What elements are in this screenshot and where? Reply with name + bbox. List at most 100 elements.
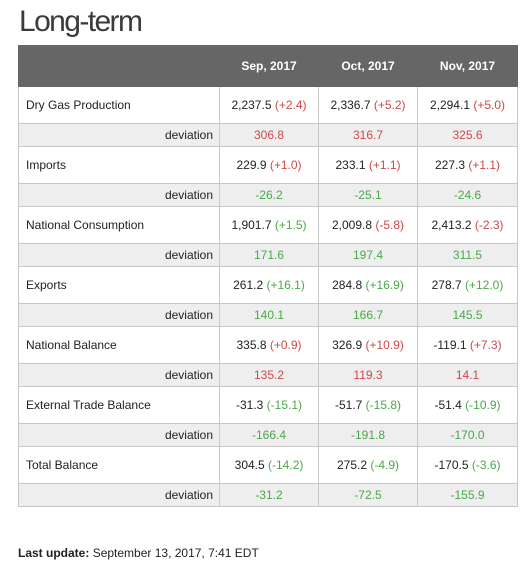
- value-cell: 2,009.8 (-5.8): [318, 206, 418, 244]
- header-cell-nov-2017: Nov, 2017: [417, 45, 518, 87]
- table-row: National Balance 335.8 (+0.9) 326.9 (+10.9…: [18, 326, 518, 364]
- value-number: -51.4: [434, 398, 462, 412]
- value-cell: 335.8 (+0.9): [219, 326, 319, 364]
- value-number: 284.8: [332, 278, 363, 292]
- deviation-value: 135.2: [219, 363, 319, 387]
- deviation-value: -24.6: [417, 183, 518, 207]
- value-cell: 233.1 (+1.1): [318, 146, 418, 184]
- value-number: 2,336.7: [330, 98, 371, 112]
- value-cell: -119.1 (+7.3): [417, 326, 518, 364]
- deviation-row: deviation 171.6 197.4 311.5: [18, 243, 518, 267]
- value-cell: -51.4 (-10.9): [417, 386, 518, 424]
- header-cell-sep-2017: Sep, 2017: [219, 45, 319, 87]
- value-number: 2,294.1: [429, 98, 470, 112]
- row-label: Imports: [18, 146, 220, 184]
- deviation-value: 119.3: [318, 363, 418, 387]
- deviation-row: deviation -166.4 -191.8 -170.0: [18, 423, 518, 447]
- page-title: Long-term: [19, 5, 143, 38]
- deviation-value: -72.5: [318, 483, 418, 507]
- value-cell: 227.3 (+1.1): [417, 146, 518, 184]
- value-cell: -31.3 (-15.1): [219, 386, 319, 424]
- last-update-label: Last update:: [18, 546, 90, 560]
- value-number: 2,413.2: [431, 218, 472, 232]
- value-change: (+5.0): [473, 98, 506, 112]
- table-header-row: Sep, 2017 Oct, 2017 Nov, 2017: [18, 45, 518, 87]
- deviation-value: -25.1: [318, 183, 418, 207]
- row-label: National Balance: [18, 326, 220, 364]
- last-update-value: September 13, 2017, 7:41 EDT: [92, 546, 259, 560]
- value-cell: 1,901.7 (+1.5): [219, 206, 319, 244]
- value-cell: 2,413.2 (-2.3): [417, 206, 518, 244]
- deviation-label: deviation: [18, 303, 220, 327]
- deviation-value: 171.6: [219, 243, 319, 267]
- deviation-row: deviation 140.1 166.7 145.5: [18, 303, 518, 327]
- value-change: (-15.1): [266, 398, 303, 412]
- deviation-value: -191.8: [318, 423, 418, 447]
- table-row: National Consumption 1,901.7 (+1.5) 2,009.…: [18, 206, 518, 244]
- deviation-value: -155.9: [417, 483, 518, 507]
- value-number: 275.2: [336, 458, 367, 472]
- deviation-value: 306.8: [219, 123, 319, 147]
- value-number: 278.7: [431, 278, 462, 292]
- deviation-label: deviation: [18, 243, 220, 267]
- table-row: Dry Gas Production 2,237.5 (+2.4) 2,336.7 …: [18, 86, 518, 124]
- value-change: (+5.2): [373, 98, 406, 112]
- value-change: (+1.0): [269, 158, 302, 172]
- value-change: (+1.1): [468, 158, 501, 172]
- value-number: 229.9: [236, 158, 267, 172]
- value-number: -119.1: [433, 338, 467, 352]
- value-number: -51.7: [334, 398, 363, 412]
- deviation-value: -31.2: [219, 483, 319, 507]
- value-number: 233.1: [335, 158, 366, 172]
- value-change: (+2.4): [274, 98, 307, 112]
- value-cell: 2,336.7 (+5.2): [318, 86, 418, 124]
- deviation-value: 316.7: [318, 123, 418, 147]
- value-change: (-5.8): [375, 218, 405, 232]
- row-label: National Consumption: [18, 206, 220, 244]
- table-row: Imports 229.9 (+1.0) 233.1 (+1.1) 227.3 (+1…: [18, 146, 518, 184]
- value-cell: 326.9 (+10.9): [318, 326, 418, 364]
- deviation-row: deviation 306.8 316.7 325.6: [18, 123, 518, 147]
- table-body: Dry Gas Production 2,237.5 (+2.4) 2,336.7 …: [18, 86, 518, 507]
- value-change: (-14.2): [268, 458, 304, 472]
- value-cell: 278.7 (+12.0): [417, 266, 518, 304]
- value-number: 326.9: [332, 338, 363, 352]
- value-number: 304.5: [234, 458, 265, 472]
- value-change: (+16.1): [266, 278, 305, 292]
- value-change: (+7.3): [469, 338, 502, 352]
- value-change: (+16.9): [365, 278, 404, 292]
- table-row: External Trade Balance -31.3 (-15.1) -51.7…: [18, 386, 518, 424]
- header-cell-label: [18, 45, 220, 87]
- value-change: (+1.1): [368, 158, 401, 172]
- deviation-value: 140.1: [219, 303, 319, 327]
- value-cell: 229.9 (+1.0): [219, 146, 319, 184]
- deviation-value: -166.4: [219, 423, 319, 447]
- value-change: (-3.6): [471, 458, 501, 472]
- deviation-label: deviation: [18, 363, 220, 387]
- value-number: 1,901.7: [231, 218, 272, 232]
- value-change: (+0.9): [269, 338, 302, 352]
- value-cell: 304.5 (-14.2): [219, 446, 319, 484]
- deviation-row: deviation 135.2 119.3 14.1: [18, 363, 518, 387]
- deviation-label: deviation: [18, 423, 220, 447]
- deviation-label: deviation: [18, 123, 220, 147]
- deviation-value: 145.5: [417, 303, 518, 327]
- deviation-row: deviation -26.2 -25.1 -24.6: [18, 183, 518, 207]
- value-number: -170.5: [434, 458, 469, 472]
- value-cell: 275.2 (-4.9): [318, 446, 418, 484]
- row-label: Total Balance: [18, 446, 220, 484]
- value-cell: 284.8 (+16.9): [318, 266, 418, 304]
- deviation-label: deviation: [18, 183, 220, 207]
- value-number: 335.8: [236, 338, 267, 352]
- last-update: Last update: September 13, 2017, 7:41 ED…: [18, 546, 259, 560]
- value-change: (-4.9): [370, 458, 400, 472]
- value-number: -31.3: [235, 398, 264, 412]
- value-cell: 2,237.5 (+2.4): [219, 86, 319, 124]
- value-cell: 261.2 (+16.1): [219, 266, 319, 304]
- value-change: (+12.0): [465, 278, 504, 292]
- deviation-value: 325.6: [417, 123, 518, 147]
- value-number: 261.2: [233, 278, 264, 292]
- value-cell: -51.7 (-15.8): [318, 386, 418, 424]
- value-number: 227.3: [434, 158, 465, 172]
- value-number: 2,009.8: [331, 218, 373, 232]
